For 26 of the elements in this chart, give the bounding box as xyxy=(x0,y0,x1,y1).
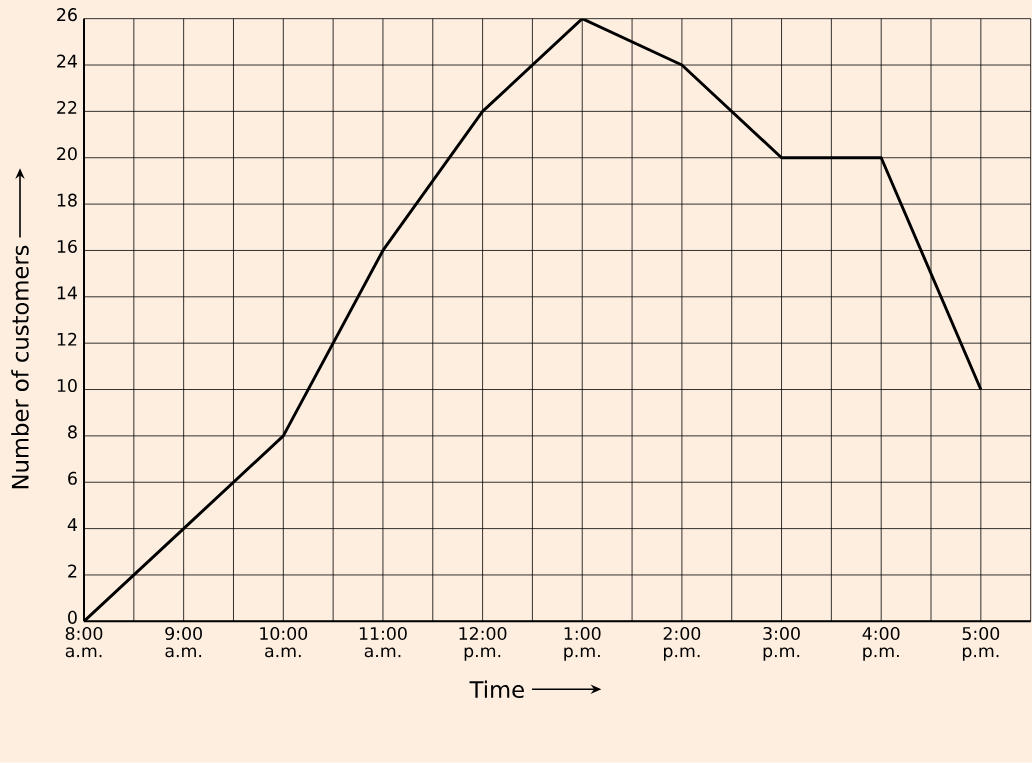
y-tick-label: 12 xyxy=(57,332,77,346)
x-tick-label: 3:00 p.m. xyxy=(763,627,800,661)
x-tick-label: 8:00 a.m. xyxy=(65,627,103,658)
y-tick-label: 20 xyxy=(57,147,77,161)
x-tick-label: 5:00 p.m. xyxy=(962,627,1000,661)
y-tick-label: 14 xyxy=(57,286,77,300)
x-tick-label: 10:00 a.m. xyxy=(260,627,308,658)
y-tick-label: 6 xyxy=(68,471,77,485)
y-tick-label: 16 xyxy=(57,240,77,254)
x-tick-label: 9:00 a.m. xyxy=(165,627,202,658)
y-tick-label: 22 xyxy=(57,101,77,114)
y-tick-label: 24 xyxy=(57,54,77,68)
x-tick-label: 11:00 a.m. xyxy=(359,627,407,658)
y-tick-label: 8 xyxy=(68,425,77,439)
y-tick-label: 18 xyxy=(57,193,77,207)
x-tick-label: 12:00 p.m. xyxy=(459,627,507,661)
y-axis-title: Number of customers xyxy=(11,245,29,489)
x-tick-label: 1:00 p.m. xyxy=(564,627,601,661)
y-tick-label: 26 xyxy=(57,8,77,22)
y-tick-label: 0 xyxy=(68,610,77,625)
y-tick-label: 2 xyxy=(68,564,77,578)
y-tick-label: 4 xyxy=(67,518,77,532)
x-tick-label: 4:00 p.m. xyxy=(862,627,900,661)
x-tick-label: 2:00 p.m. xyxy=(663,627,701,661)
x-axis-title: Time xyxy=(469,680,524,699)
y-tick-label: 10 xyxy=(57,379,77,393)
